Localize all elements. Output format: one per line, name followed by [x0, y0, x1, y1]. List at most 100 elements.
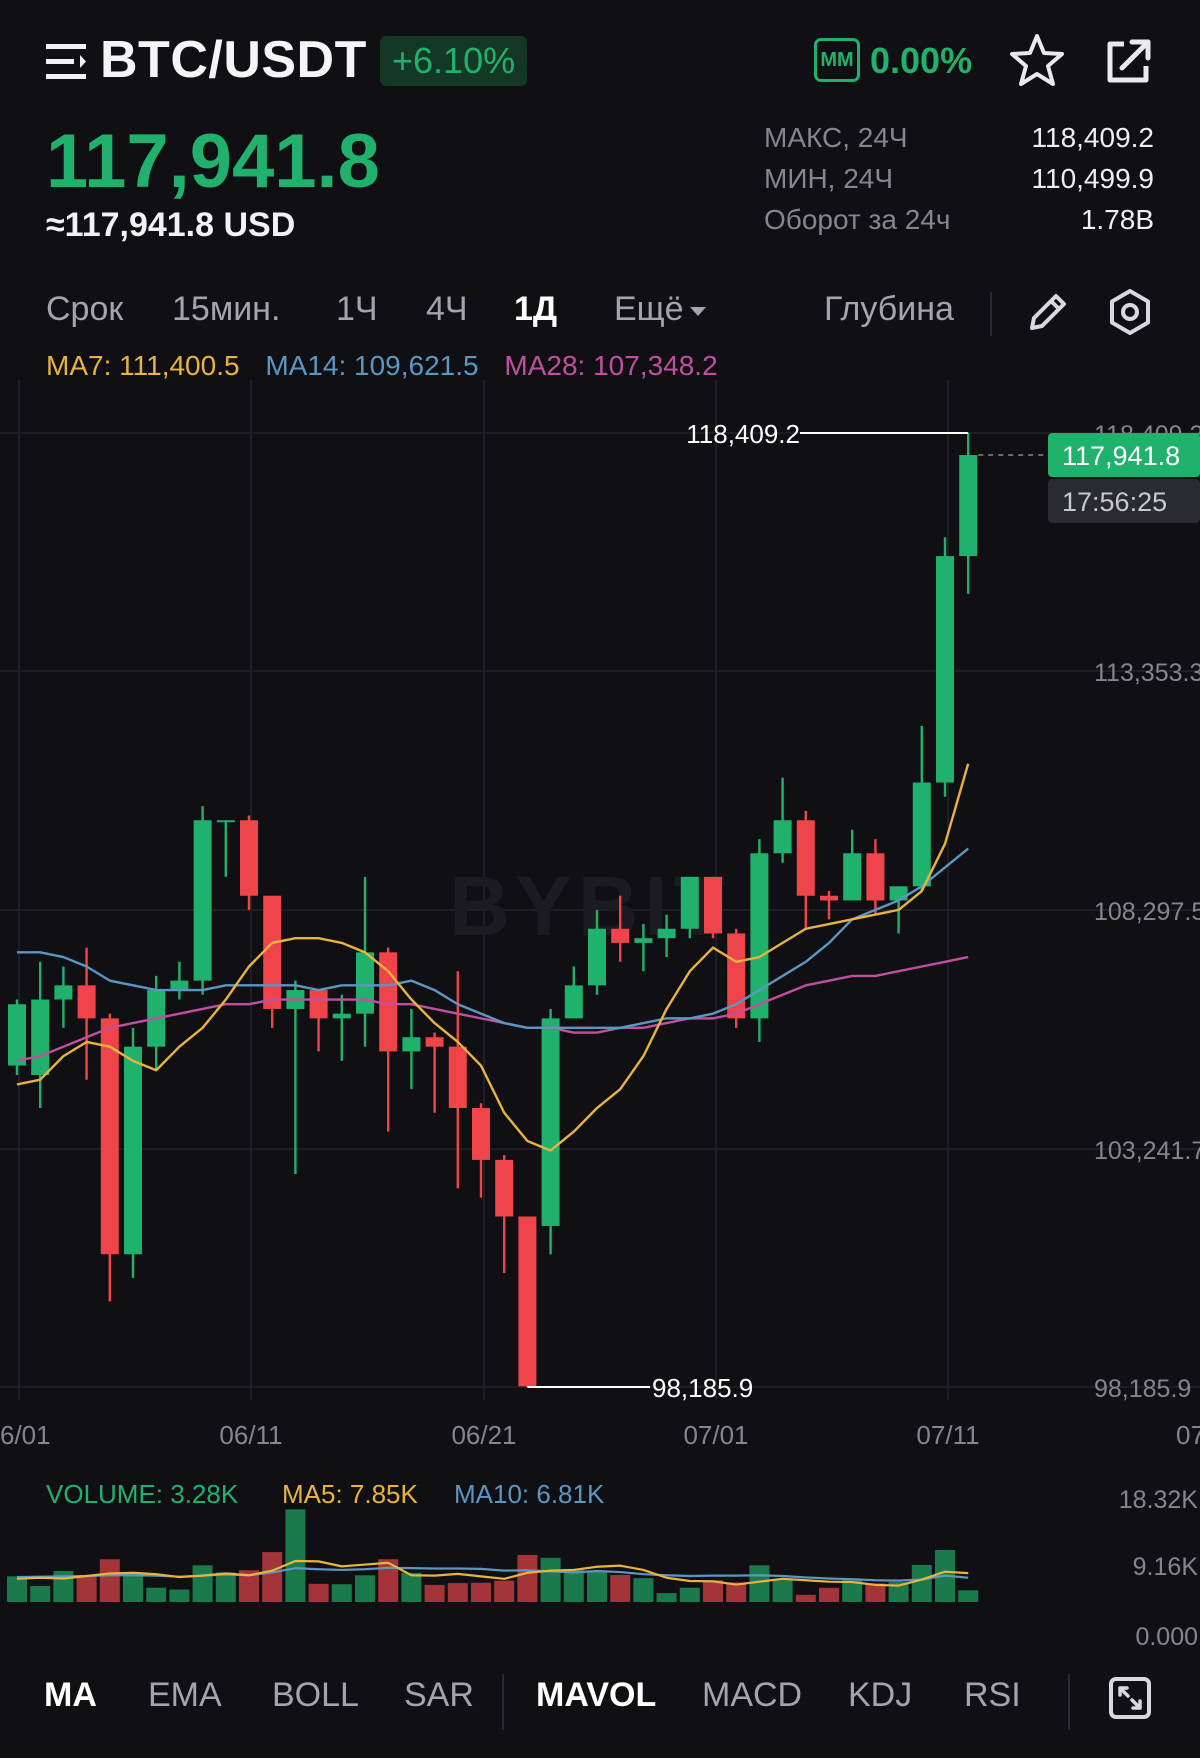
volume-bar — [703, 1580, 723, 1602]
candle-up — [54, 985, 73, 1000]
candle-down — [796, 820, 815, 896]
indicator-ma[interactable]: MA — [44, 1676, 97, 1714]
tab-depth[interactable]: Глубина — [824, 290, 954, 328]
pair-title[interactable]: BTC/USDT — [100, 31, 367, 89]
tab-1d[interactable]: 1Д — [514, 290, 558, 328]
x-axis-label: 6/01 — [0, 1420, 51, 1450]
candle-down — [611, 928, 630, 943]
volume-bar — [842, 1578, 863, 1602]
countdown-badge — [1048, 479, 1200, 524]
indicator-mavol[interactable]: MAVOL — [536, 1676, 657, 1714]
candle-up — [588, 928, 606, 986]
volume-bar — [123, 1572, 143, 1602]
volume-bar — [401, 1572, 422, 1602]
candle-up — [402, 1037, 421, 1052]
x-axis-label: 07/01 — [683, 1420, 748, 1450]
header: BTC/USDT +6.10% MM 0.00% — [0, 0, 1200, 130]
stat-high-24h: МАКС, 24Ч 118,409.2 — [764, 122, 1154, 163]
high-marker-label: 118,409.2 — [686, 419, 800, 449]
indicator-kdj[interactable]: KDJ — [848, 1676, 913, 1714]
candle-down — [100, 1018, 119, 1255]
volume-bar — [447, 1583, 468, 1602]
volume-bar — [7, 1576, 27, 1602]
volume-bar — [587, 1571, 607, 1602]
y-axis-label: 103,241.7 — [1094, 1137, 1200, 1165]
volume-bar — [215, 1572, 236, 1602]
volume-bar — [471, 1582, 491, 1602]
candle-up — [8, 1004, 26, 1066]
x-axis-label: 06/21 — [451, 1420, 516, 1450]
share-icon[interactable] — [1100, 34, 1156, 90]
candle-down — [240, 820, 258, 896]
tab-4h[interactable]: 4Ч — [426, 290, 468, 328]
y-axis-label: 113,353.3 — [1094, 659, 1200, 687]
candle-up — [750, 853, 769, 1019]
volume-bar — [911, 1564, 932, 1602]
candle-up — [216, 820, 235, 823]
candle-down — [495, 1159, 514, 1217]
x-axis-label: 06/11 — [219, 1420, 282, 1450]
candle-up — [31, 999, 50, 1075]
chevron-down-icon — [689, 306, 706, 316]
indicator-rsi[interactable]: RSI — [964, 1676, 1021, 1714]
candle-up — [193, 820, 212, 981]
tab-1h[interactable]: 1Ч — [336, 290, 378, 328]
volume-bar — [865, 1583, 886, 1602]
tab-more[interactable]: Ещё — [614, 290, 706, 329]
divider — [502, 1674, 504, 1730]
indicator-boll[interactable]: BOLL — [272, 1676, 359, 1714]
volume-bar — [169, 1589, 190, 1602]
volume-bar — [308, 1583, 329, 1602]
stat-label: Оборот за 24ч — [764, 204, 951, 235]
volume-bar — [192, 1565, 213, 1602]
divider — [1068, 1674, 1070, 1730]
ma28-line — [16, 955, 969, 1063]
candle-down — [704, 876, 722, 934]
indicator-bar: MA EMA BOLL SAR MAVOL MACD KDJ RSI — [0, 1660, 1200, 1740]
indicator-sar[interactable]: SAR — [404, 1676, 474, 1714]
settings-icon[interactable] — [1104, 286, 1156, 338]
volume-bar — [285, 1509, 306, 1602]
volume-bar — [331, 1584, 352, 1602]
stats-panel: МАКС, 24Ч 118,409.2 МИН, 24Ч 110,499.9 О… — [764, 122, 1154, 245]
candle-up — [936, 556, 954, 783]
volume-y-axis-label: 0.000 — [1135, 1623, 1198, 1650]
mm-value: 0.00% — [870, 40, 973, 81]
current-price-badge — [1048, 433, 1200, 478]
volume-ma5-legend: MA5: 7.85K — [282, 1479, 419, 1509]
volume-bar — [355, 1575, 375, 1602]
timeframe-tabs: Срок 15мин. 1Ч 4Ч 1Д Ещё Глубина — [0, 282, 1200, 342]
volume-bar — [494, 1580, 515, 1602]
ma7-line — [16, 763, 970, 1152]
stat-value: 110,499.9 — [1031, 163, 1155, 194]
indicator-macd[interactable]: MACD — [702, 1676, 803, 1714]
candle-down — [448, 1046, 467, 1109]
x-axis-label: 07/11 — [916, 1420, 979, 1450]
candle-up — [634, 938, 653, 943]
menu-icon[interactable] — [46, 44, 86, 80]
divider — [990, 292, 992, 336]
volume-bar — [772, 1578, 793, 1602]
tab-period[interactable]: Срок — [46, 290, 124, 328]
expand-icon[interactable] — [1108, 1676, 1152, 1720]
stat-value: 118,409.2 — [1031, 122, 1155, 153]
volume-bar — [239, 1570, 259, 1602]
candle-down — [866, 853, 885, 901]
last-price: 117,941.8 — [46, 119, 380, 204]
volume-ma10-legend: MA10: 6.81K — [454, 1479, 605, 1509]
volume-ma5-line — [16, 1559, 969, 1587]
countdown-label: 17:56:25 — [1062, 487, 1167, 517]
volume-y-axis-label: 9.16K — [1133, 1553, 1199, 1581]
star-icon[interactable] — [1008, 32, 1066, 90]
y-axis-label: 98,185.9 — [1094, 1375, 1191, 1403]
indicator-ema[interactable]: EMA — [148, 1676, 222, 1714]
tab-15min[interactable]: 15мин. — [172, 290, 281, 328]
pencil-icon[interactable] — [1022, 286, 1074, 338]
candlestick-chart[interactable]: BYBIT118,409.298,185.9118,409.2113,353.3… — [0, 370, 1200, 1650]
current-price-label: 117,941.8 — [1062, 441, 1180, 471]
volume-legend: VOLUME: 3.28K — [46, 1479, 239, 1509]
volume-bar — [99, 1559, 120, 1602]
x-axis-label: 07/2 — [1176, 1420, 1200, 1450]
y-axis-label: 108,297.5 — [1094, 898, 1200, 926]
volume-bar — [958, 1590, 979, 1602]
